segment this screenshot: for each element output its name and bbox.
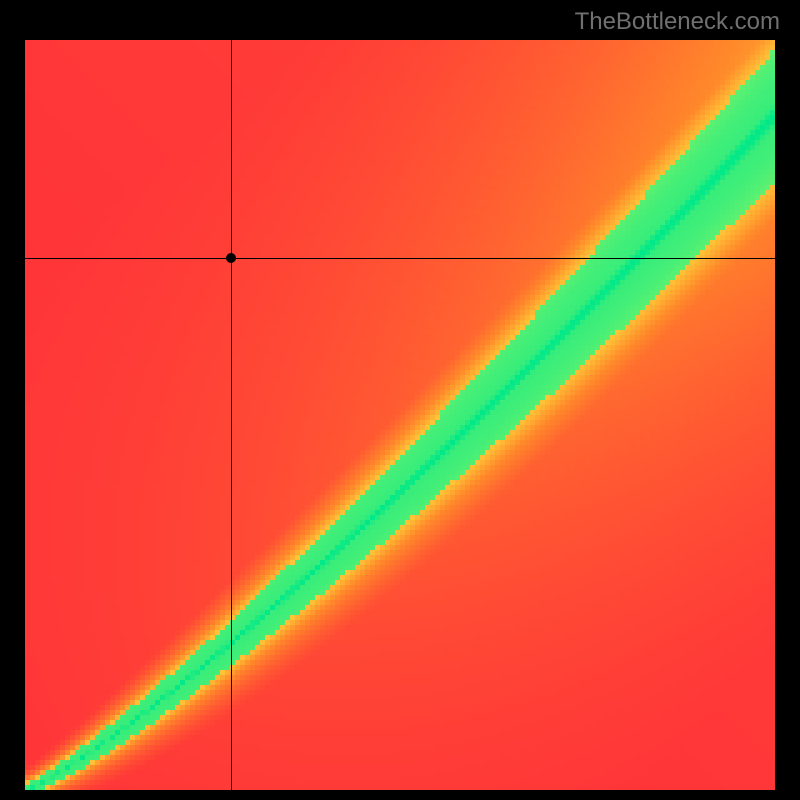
bottleneck-heatmap <box>25 40 775 790</box>
crosshair-horizontal <box>25 258 775 259</box>
crosshair-dot <box>226 253 236 263</box>
plot-area <box>25 40 775 790</box>
crosshair-vertical <box>231 40 232 790</box>
watermark-text: TheBottleneck.com <box>575 8 780 36</box>
chart-container: TheBottleneck.com <box>0 0 800 800</box>
